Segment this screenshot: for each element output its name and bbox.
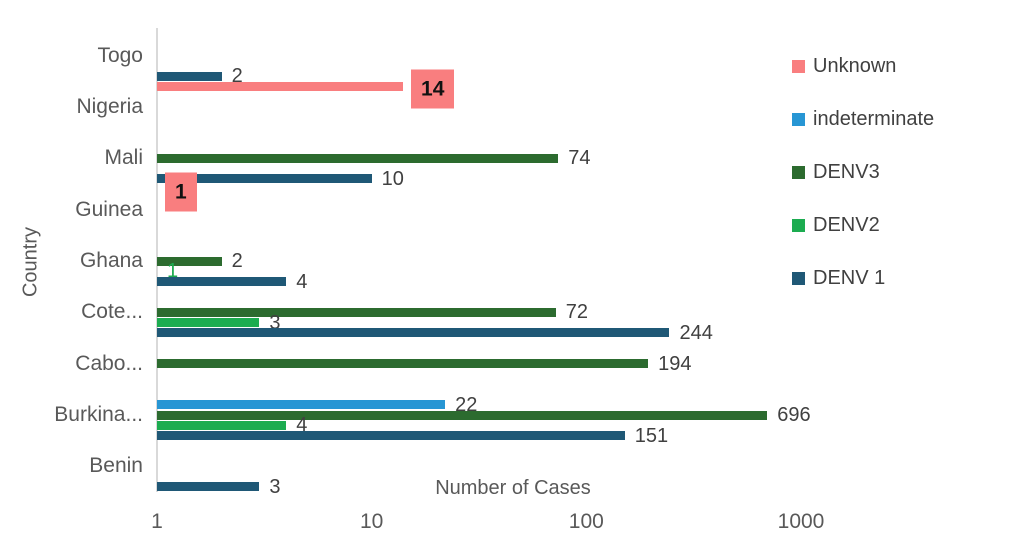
- legend-swatch-unknown: [792, 60, 805, 73]
- bar-denv-1-cote: [157, 328, 670, 338]
- bar-denv-1-ghana: [157, 277, 287, 287]
- legend-label-denv2: DENV2: [813, 214, 880, 236]
- legend-label-indeterminate: indeterminate: [813, 108, 935, 130]
- x-tick-10: 10: [359, 510, 384, 533]
- data-label-denv2-cote: 3: [269, 311, 281, 334]
- bar-denv3-burkina: [157, 410, 768, 420]
- category-label-cabo: Cabo...: [75, 351, 143, 375]
- legend-swatch-indeterminate: [792, 113, 805, 126]
- bar-denv3-ghana: [157, 256, 222, 266]
- bar-denv3-cote: [157, 307, 556, 317]
- category-label-mali: Mali: [104, 146, 143, 170]
- x-tick-1: 1: [151, 510, 163, 533]
- category-label-ghana: Ghana: [79, 249, 143, 272]
- legend-item-denv3: DENV3: [792, 161, 934, 184]
- bar-indeterminate-burkina: [157, 400, 446, 410]
- x-tick-100: 100: [568, 510, 604, 533]
- bar-denv3-cabo: [157, 359, 649, 369]
- data-label-denv3-cote: 72: [565, 301, 588, 324]
- data-label-denv-1-burkina: 151: [634, 424, 669, 447]
- data-label-indeterminate-burkina: 22: [455, 393, 478, 416]
- data-label-denv-1-cote: 244: [679, 321, 713, 344]
- category-label-nigeria: Nigeria: [76, 95, 143, 118]
- legend-label-denv3: DENV3: [813, 161, 880, 183]
- data-label-denv-1-mali: 10: [381, 167, 404, 190]
- legend-swatch-denv2: [792, 219, 805, 232]
- legend-label-unknown: Unknown: [813, 55, 897, 77]
- data-label-denv-1-benin: 3: [269, 475, 281, 498]
- data-label-unknown-guinea: 1: [165, 172, 197, 212]
- legend-swatch-denv-1: [792, 272, 805, 285]
- bar-denv2-cote: [157, 318, 260, 328]
- bar-denv-1-benin: [157, 482, 260, 492]
- x-axis-title: Number of Cases: [435, 477, 591, 499]
- category-label-cote: Cote...: [81, 300, 143, 324]
- data-label-denv-1-ghana: 4: [296, 270, 308, 293]
- data-label-unknown-nigeria: 14: [411, 69, 455, 109]
- data-label-denv3-ghana: 2: [231, 250, 243, 272]
- x-tick-1000: 1000: [777, 510, 825, 533]
- bar-unknown-nigeria: [157, 81, 404, 91]
- bar-denv-1-burkina: [157, 431, 625, 441]
- category-label-guinea: Guinea: [75, 197, 143, 221]
- bar-denv-1-togo: [157, 71, 222, 81]
- legend-item-denv-1: DENV 1: [792, 267, 934, 290]
- data-label-denv3-mali: 74: [568, 147, 591, 170]
- data-label-denv3-cabo: 194: [658, 352, 692, 375]
- legend-swatch-denv3: [792, 166, 805, 179]
- category-label-burkina: Burkina...: [54, 403, 143, 426]
- bar-denv3-mali: [157, 153, 559, 163]
- legend: Unknown indeterminate DENV3 DENV2 DENV 1: [792, 55, 934, 290]
- legend-label-denv-1: DENV 1: [813, 267, 886, 289]
- legend-item-indeterminate: indeterminate: [792, 108, 934, 131]
- data-label-denv2-ghana: 1: [167, 260, 179, 283]
- legend-item-denv2: DENV2: [792, 214, 934, 237]
- data-label-denv2-burkina: 4: [296, 414, 308, 437]
- category-label-benin: Benin: [89, 454, 143, 478]
- category-label-togo: Togo: [97, 43, 143, 67]
- bar-denv-1-mali: [157, 174, 372, 184]
- bar-denv2-burkina: [157, 420, 287, 430]
- legend-item-unknown: Unknown: [792, 55, 934, 78]
- data-label-denv-1-togo: 2: [231, 65, 243, 88]
- data-label-denv3-burkina: 696: [777, 404, 811, 426]
